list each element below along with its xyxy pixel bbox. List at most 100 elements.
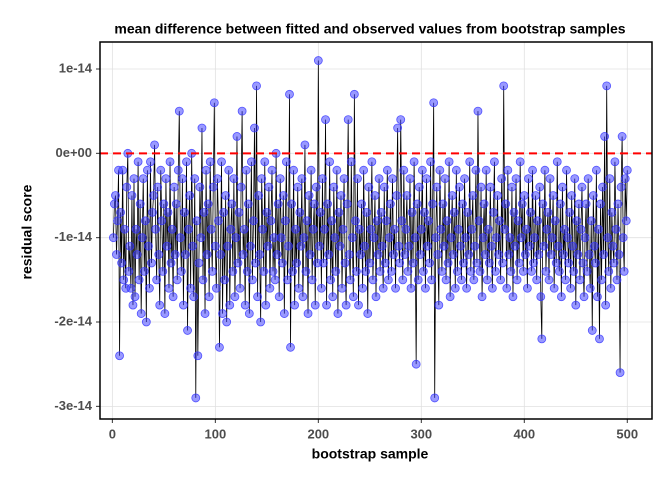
data-point — [486, 241, 496, 251]
y-tick-label: -3e-14 — [54, 398, 92, 413]
x-tick-label: 500 — [616, 426, 638, 441]
data-point — [233, 258, 243, 268]
data-point — [269, 233, 279, 243]
data-point — [549, 283, 559, 293]
data-point — [158, 267, 168, 276]
data-point — [301, 267, 311, 276]
data-point — [160, 309, 170, 318]
x-axis-label: bootstrap sample — [312, 446, 429, 462]
data-point — [210, 241, 220, 251]
data-point — [535, 182, 545, 192]
data-point — [115, 351, 124, 361]
data-point — [142, 165, 152, 175]
data-point — [345, 275, 355, 285]
data-point — [469, 275, 479, 285]
data-point — [615, 368, 625, 378]
data-point — [507, 182, 517, 192]
data-point — [305, 250, 315, 259]
data-point — [578, 258, 588, 268]
data-point — [290, 300, 300, 310]
data-point — [180, 207, 189, 217]
data-line — [112, 60, 628, 398]
data-point — [162, 241, 172, 251]
data-point — [429, 98, 439, 108]
data-point — [168, 292, 178, 302]
y-tick-label: 0e+00 — [55, 145, 92, 160]
data-point — [417, 165, 427, 175]
data-point — [546, 250, 556, 259]
data-point — [110, 199, 119, 209]
data-point — [400, 250, 410, 259]
data-point — [501, 199, 511, 209]
data-point — [594, 224, 603, 234]
data-point — [296, 241, 306, 251]
data-point — [455, 182, 464, 192]
data-point — [360, 241, 370, 251]
data-point — [235, 283, 245, 293]
data-point — [424, 216, 433, 226]
data-point — [614, 250, 624, 259]
data-point — [111, 191, 120, 200]
data-point — [620, 174, 630, 184]
data-point — [587, 326, 597, 335]
data-point — [262, 207, 272, 217]
data-point — [276, 233, 286, 243]
data-point — [294, 283, 304, 293]
data-point — [192, 216, 202, 226]
data-point — [492, 233, 501, 243]
data-point — [446, 233, 456, 243]
data-point — [576, 224, 586, 234]
data-point — [297, 174, 307, 184]
data-point — [159, 199, 169, 209]
data-point — [227, 199, 237, 209]
data-point — [380, 258, 390, 268]
data-point — [363, 309, 373, 318]
data-point — [283, 275, 292, 285]
data-point — [402, 191, 412, 200]
data-point — [394, 241, 404, 251]
data-point — [248, 275, 257, 285]
data-point — [465, 157, 475, 167]
data-point — [285, 89, 294, 99]
data-point — [536, 292, 546, 302]
data-point — [230, 292, 240, 302]
data-point — [504, 250, 514, 259]
data-point — [425, 258, 434, 268]
data-point — [209, 98, 219, 108]
data-point — [389, 250, 398, 259]
data-point — [273, 199, 283, 209]
data-point — [562, 165, 571, 175]
data-point — [122, 182, 132, 192]
data-point — [444, 157, 454, 167]
data-point — [376, 207, 386, 217]
data-point — [388, 174, 397, 184]
data-point — [611, 224, 621, 234]
data-point — [481, 165, 491, 175]
data-point — [468, 191, 478, 200]
data-point — [366, 224, 376, 234]
data-point — [278, 191, 288, 200]
data-point — [139, 267, 149, 276]
data-point — [128, 300, 138, 310]
data-point — [125, 241, 135, 251]
data-point — [534, 250, 544, 259]
data-point — [326, 275, 336, 285]
data-point — [146, 157, 155, 167]
data-point — [327, 216, 337, 226]
data-point — [622, 165, 632, 175]
data-point — [397, 216, 407, 226]
y-tick-label: -1e-14 — [54, 229, 92, 244]
data-point — [554, 267, 564, 276]
data-point — [135, 199, 145, 209]
data-point — [216, 250, 225, 259]
data-point — [152, 275, 162, 285]
data-point — [251, 258, 260, 268]
data-point — [320, 224, 329, 234]
data-point — [198, 275, 208, 285]
data-point — [467, 224, 477, 234]
data-point — [617, 132, 627, 141]
data-point — [315, 207, 325, 217]
data-point — [473, 106, 483, 116]
data-point — [313, 56, 323, 65]
